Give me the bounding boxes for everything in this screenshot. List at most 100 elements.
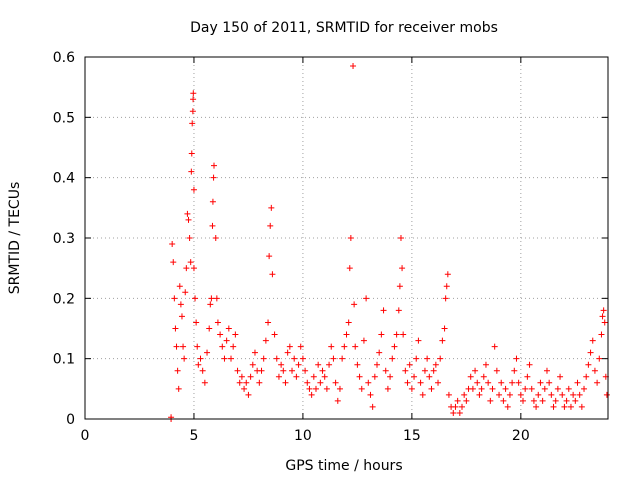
data-point (170, 259, 177, 266)
data-point (197, 355, 204, 362)
data-point (247, 373, 254, 380)
data-point (258, 367, 265, 374)
data-point (354, 361, 361, 368)
data-point (358, 385, 365, 392)
data-point (343, 331, 350, 338)
tick-labels: 0 0.1 0.2 0.3 0.4 0.5 0.6 0 5 10 15 20 (53, 50, 530, 444)
data-point (439, 337, 446, 344)
data-point (369, 403, 376, 410)
y-tick-label: 0.2 (53, 291, 75, 307)
data-point (502, 385, 509, 392)
data-point (417, 379, 424, 386)
data-point (506, 391, 513, 398)
data-point (273, 355, 280, 362)
data-point (478, 385, 485, 392)
data-point (176, 283, 183, 290)
data-point (187, 259, 194, 266)
data-point (570, 391, 577, 398)
data-point (504, 403, 511, 410)
data-point (271, 331, 278, 338)
data-point (225, 325, 232, 332)
data-point (443, 283, 450, 290)
data-point (599, 313, 606, 320)
data-point (195, 361, 202, 368)
data-point (238, 373, 245, 380)
data-point (171, 295, 178, 302)
data-point (550, 403, 557, 410)
data-point (260, 355, 267, 362)
data-point (223, 337, 230, 344)
data-point (323, 385, 330, 392)
data-point (267, 222, 274, 229)
data-point (428, 385, 435, 392)
data-point (437, 355, 444, 362)
data-point (336, 385, 343, 392)
data-point (256, 379, 263, 386)
data-point (188, 150, 195, 157)
data-point (526, 361, 533, 368)
data-point (406, 361, 413, 368)
data-point (221, 355, 228, 362)
data-point (190, 96, 197, 103)
data-point (583, 373, 590, 380)
x-tick-label: 20 (512, 428, 530, 444)
data-point (543, 367, 550, 374)
data-point (212, 235, 219, 241)
data-point (563, 397, 570, 404)
data-point (391, 343, 398, 350)
data-point (411, 373, 418, 380)
data-point (214, 319, 221, 326)
data-point (419, 391, 426, 398)
data-point (180, 343, 187, 350)
data-point (365, 379, 372, 386)
data-point (454, 397, 461, 404)
data-point (594, 379, 601, 386)
data-point (476, 391, 483, 398)
data-point (559, 391, 566, 398)
data-point (493, 367, 500, 374)
data-point (557, 373, 564, 380)
data-point (467, 373, 474, 380)
data-point (360, 337, 367, 344)
data-point (289, 367, 296, 374)
data-point (184, 210, 191, 217)
data-point (552, 397, 559, 404)
data-point (513, 355, 520, 362)
data-point (426, 373, 433, 380)
data-point (291, 355, 298, 362)
data-point (393, 331, 400, 338)
data-point (328, 343, 335, 350)
data-point (400, 331, 407, 338)
data-point (413, 355, 420, 362)
data-point (424, 355, 431, 362)
data-point (189, 120, 196, 127)
data-point (330, 355, 337, 362)
data-point (389, 355, 396, 362)
data-point (587, 349, 594, 356)
data-point (181, 355, 188, 362)
data-point (498, 379, 505, 386)
data-point (282, 379, 289, 386)
data-point (520, 397, 527, 404)
data-points (168, 63, 610, 422)
data-point (209, 222, 216, 229)
chart-title: Day 150 of 2011, SRMTID for receiver mob… (190, 20, 498, 36)
data-point (182, 289, 189, 296)
data-point (306, 385, 313, 392)
data-point (177, 301, 184, 308)
data-point (598, 331, 605, 338)
data-point (188, 168, 195, 175)
x-tick-label: 5 (189, 428, 198, 444)
data-point (378, 331, 385, 338)
data-point (312, 385, 319, 392)
x-tick-label: 0 (81, 428, 90, 444)
data-point (474, 379, 481, 386)
data-point (578, 403, 585, 410)
data-point (249, 361, 256, 368)
data-point (511, 367, 518, 374)
data-point (210, 174, 217, 181)
data-point (537, 379, 544, 386)
data-point (245, 391, 252, 398)
data-point (585, 361, 592, 368)
data-point (209, 198, 216, 205)
